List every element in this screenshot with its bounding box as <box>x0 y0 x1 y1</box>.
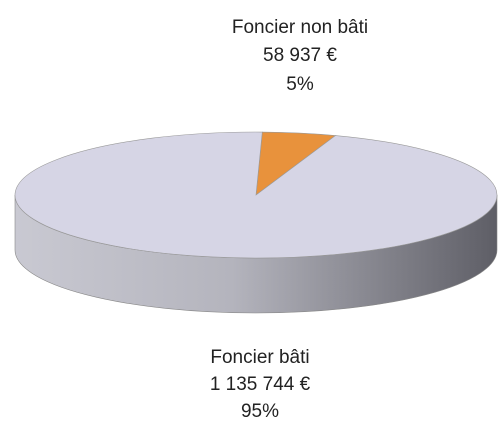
slice-percent-label: 95% <box>241 401 279 422</box>
slice-percent-label: 5% <box>286 74 314 95</box>
slice-value-label: 58 937 € <box>263 45 337 66</box>
slice-label: Foncier non bâti <box>232 17 368 38</box>
pie-slice <box>14 131 498 259</box>
slice-label: Foncier bâti <box>210 347 309 368</box>
slice-value-label: 1 135 744 € <box>210 374 311 395</box>
